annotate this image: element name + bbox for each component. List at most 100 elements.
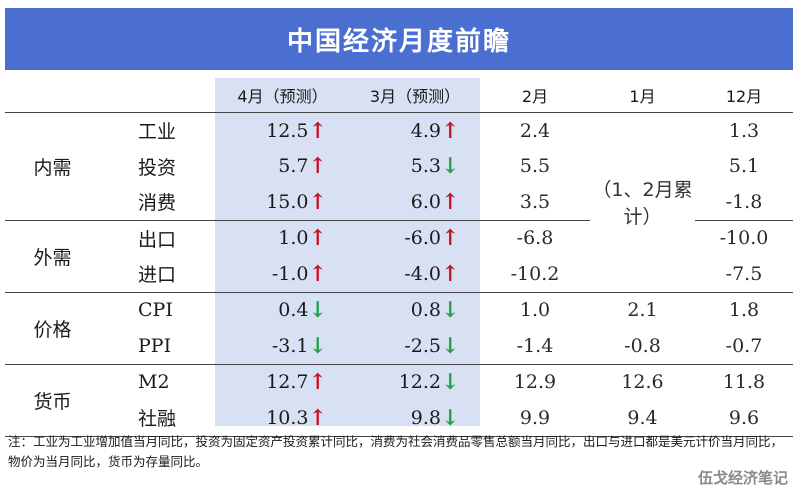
group-label-price: 价格 <box>5 291 100 364</box>
arrow-up-icon: ↑ <box>308 117 327 144</box>
footnote: 注：工业为工业增加值当月同比，投资为固定资产投资累计同比，消费为社会消费品零售总… <box>8 434 784 469</box>
table-row: 价格 CPI 0.4↓ 0.8↓ 1.0 2.1 1.8 <box>5 291 793 364</box>
forecast-value: 0.8 <box>410 299 441 322</box>
forecast-value: 12.2 <box>398 371 441 394</box>
arrow-up-icon: ↑ <box>441 260 460 287</box>
arrow-down-icon: ↓ <box>441 332 460 359</box>
forecast-value: 12.7 <box>266 371 309 394</box>
forecast-cell-mar: -6.0↑ <box>350 219 480 256</box>
forecast-cell-mar: 4.9↑ <box>350 113 480 149</box>
forecast-cell-apr: -1.0↑ <box>215 256 350 292</box>
value-cell-dec: -7.5 <box>725 262 763 285</box>
row-label: 出口 <box>100 219 215 256</box>
value-cell-dec: -10.0 <box>695 219 793 256</box>
forecast-cell-apr: 12.7↑ <box>215 363 350 400</box>
forecast-cell-mar: 9.8↓ <box>350 400 480 437</box>
value-cell-feb: -1.4 <box>516 334 554 357</box>
table-row: 内需 工业 12.5↑ 4.9↑ 2.4 （1、2月累计） 1.3 <box>5 113 793 229</box>
group-label-external: 外需 <box>5 219 100 292</box>
forecast-value: 10.3 <box>266 406 309 429</box>
watermark-logo: 伍戈经济笔记 <box>697 469 788 487</box>
table-row: PPI -3.1↓ -2.5↓ -1.4 -0.8 -0.7 <box>5 328 793 364</box>
arrow-down-icon: ↓ <box>308 297 327 324</box>
row-label: 工业 <box>138 121 177 144</box>
value-cell-jan: 12.6 <box>590 363 695 400</box>
value-cell-feb: -10.2 <box>510 262 560 285</box>
forecast-cell-apr: 10.3↑ <box>215 400 350 437</box>
value-cell-feb: 3.5 <box>519 190 551 213</box>
forecast-value: -1.0 <box>271 262 309 285</box>
value-cell-feb: -6.8 <box>480 219 590 256</box>
arrow-up-icon: ↑ <box>308 225 327 252</box>
value-cell-jan: 2.1 <box>590 291 695 328</box>
value-cell-feb: 12.9 <box>480 363 590 400</box>
forecast-cell-mar: 5.3↓ <box>350 149 480 185</box>
header-cell-feb: 2月 <box>480 78 590 113</box>
row-label: 进口 <box>138 264 177 287</box>
forecast-cell-mar: -2.5↓ <box>350 328 480 364</box>
forecast-value: -3.1 <box>271 334 309 357</box>
header-cell-apr: 4月（预测） <box>215 78 350 113</box>
forecast-value: 5.7 <box>278 155 309 178</box>
arrow-down-icon: ↓ <box>308 332 327 359</box>
value-cell-dec: 11.8 <box>695 363 793 400</box>
arrow-up-icon: ↑ <box>308 260 327 287</box>
value-cell-jan: 9.4 <box>590 400 695 437</box>
forecast-value: 12.5 <box>266 119 309 142</box>
forecast-cell-mar: 6.0↑ <box>350 184 480 220</box>
value-cell-dec: 1.3 <box>728 119 760 142</box>
header-cell-group <box>5 78 100 113</box>
value-cell-jan: -0.8 <box>624 334 661 357</box>
value-cell-dec: -0.7 <box>725 334 763 357</box>
page-title: 中国经济月度前瞻 <box>5 8 793 70</box>
arrow-up-icon: ↑ <box>441 117 460 144</box>
forecast-value: 6.0 <box>410 190 441 213</box>
row-label: 消费 <box>138 192 177 215</box>
forecast-value: 9.8 <box>410 406 441 429</box>
table-row: 货币 M2 12.7↑ 12.2↓ 12.9 12.6 11.8 <box>5 363 793 437</box>
arrow-up-icon: ↑ <box>308 153 327 180</box>
arrow-down-icon: ↓ <box>441 369 460 396</box>
forecast-cell-apr: 0.4↓ <box>215 291 350 328</box>
row-label: PPI <box>138 334 172 357</box>
arrow-up-icon: ↑ <box>308 404 327 431</box>
arrow-down-icon: ↓ <box>441 297 460 324</box>
forecast-value: -4.0 <box>404 262 441 285</box>
header-cell-jan: 1月 <box>590 78 695 113</box>
value-cell-feb: 2.4 <box>519 119 551 142</box>
row-label: 投资 <box>138 156 177 179</box>
forecast-value: -6.0 <box>404 227 441 250</box>
value-cell-dec: 9.6 <box>695 400 793 437</box>
arrow-down-icon: ↓ <box>441 404 460 431</box>
forecast-value: 4.9 <box>410 119 441 142</box>
forecast-cell-apr: 12.5↑ <box>215 113 350 149</box>
jan-feb-cumulative-note: （1、2月累计） <box>592 179 693 229</box>
forecast-value: 5.3 <box>410 155 441 178</box>
table-row: 投资 5.7↑ 5.3↓ 5.5 5.1 <box>5 149 793 185</box>
value-cell-feb: 9.9 <box>480 400 590 437</box>
forecast-cell-mar: -4.0↑ <box>350 256 480 292</box>
arrow-up-icon: ↑ <box>441 188 460 215</box>
header-cell-mar: 3月（预测） <box>350 78 480 113</box>
value-cell-dec: -1.8 <box>725 190 763 213</box>
forecast-value: 1.0 <box>278 227 309 250</box>
forecast-cell-apr: 1.0↑ <box>215 219 350 256</box>
header-row: 4月（预测） 3月（预测） 2月 1月 12月 <box>5 78 793 113</box>
table-row: 社融 10.3↑ 9.8↓ 9.9 9.4 9.6 <box>5 400 793 437</box>
header-cell-item <box>100 78 215 113</box>
forecast-cell-mar: 12.2↓ <box>350 363 480 400</box>
row-label: 社融 <box>100 400 215 437</box>
forecast-cell-apr: -3.1↓ <box>215 328 350 364</box>
forecast-cell-apr: 15.0↑ <box>215 184 350 220</box>
table-row: 消费 15.0↑ 6.0↑ 3.5 -1.8 <box>5 184 793 220</box>
value-cell-dec: 5.1 <box>728 155 760 178</box>
forecast-cell-mar: 0.8↓ <box>350 291 480 328</box>
forecast-value: 0.4 <box>278 299 309 322</box>
value-cell-feb: 1.0 <box>480 291 590 328</box>
forecast-value: -2.5 <box>404 334 441 357</box>
arrow-up-icon: ↑ <box>308 188 327 215</box>
economic-forecast-table: 4月（预测） 3月（预测） 2月 1月 12月 内需 工业 12.5↑ 4.9↑ 2.4… <box>5 78 793 437</box>
group-label-domestic: 内需 <box>33 156 72 179</box>
table-row: 进口 -1.0↑ -4.0↑ -10.2 -7.5 <box>5 256 793 292</box>
value-cell-dec: 1.8 <box>695 291 793 328</box>
